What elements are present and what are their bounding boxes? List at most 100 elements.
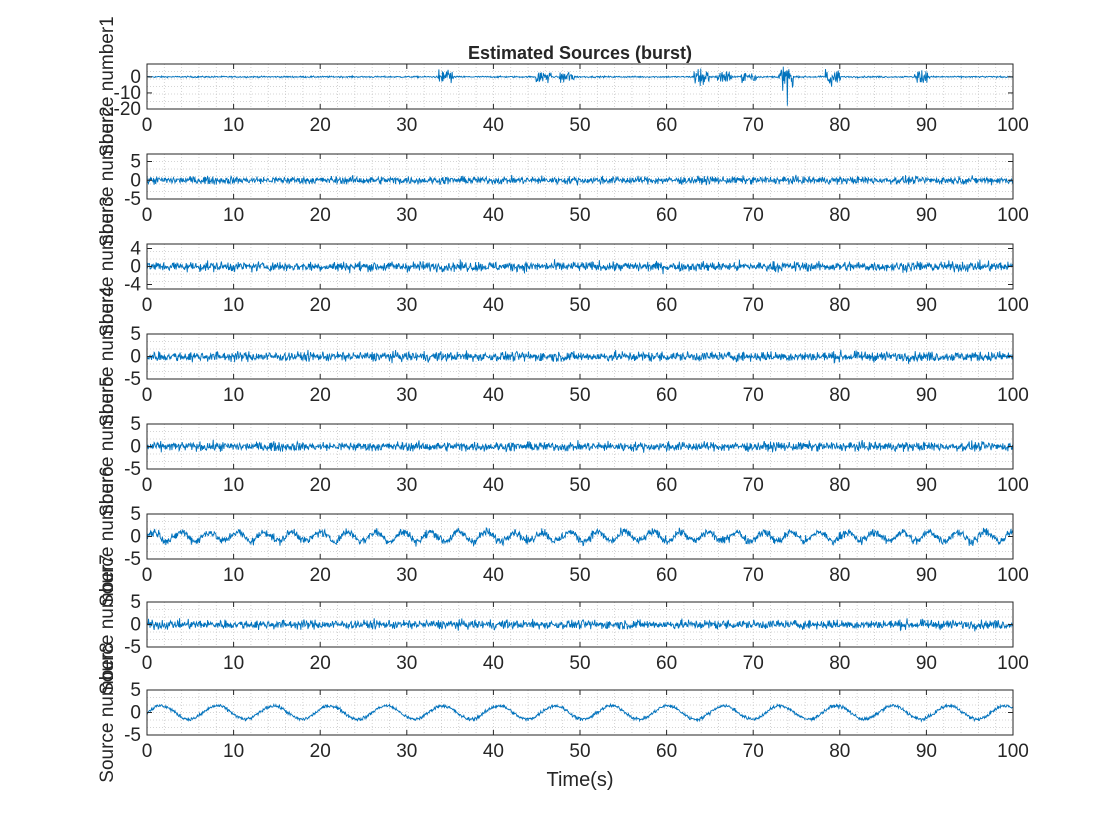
x-tick-label: 30: [396, 385, 417, 406]
y-tick-label: -5: [124, 637, 141, 658]
chart-title: Estimated Sources (burst): [468, 43, 692, 63]
x-tick-label: 10: [223, 115, 244, 136]
y-tick-label: 5: [130, 680, 141, 701]
x-tick-label: 50: [569, 295, 590, 316]
x-tick-label: 40: [483, 653, 504, 674]
y-tick-label: 0: [130, 67, 141, 88]
x-tick-label: 100: [997, 385, 1029, 406]
x-tick-label: 0: [142, 741, 153, 762]
x-tick-label: 70: [743, 565, 764, 586]
y-tick-label: 4: [130, 239, 141, 260]
signal-line: [146, 618, 1014, 632]
y-tick-label: 0: [130, 347, 141, 368]
y-tick-label: -5: [124, 459, 141, 480]
x-tick-label: 40: [483, 565, 504, 586]
x-tick-label: 80: [829, 295, 850, 316]
x-tick-label: 60: [656, 385, 677, 406]
x-tick-label: 90: [916, 653, 937, 674]
x-tick-label: 50: [569, 115, 590, 136]
x-tick-label: 20: [310, 205, 331, 226]
x-tick-label: 80: [829, 205, 850, 226]
x-tick-label: 0: [142, 653, 153, 674]
signal-line: [146, 527, 1014, 548]
x-tick-label: 10: [223, 475, 244, 496]
y-tick-label: -5: [124, 549, 141, 570]
x-tick-label: 0: [142, 475, 153, 496]
x-tick-label: 50: [569, 205, 590, 226]
y-tick-label: 5: [130, 324, 141, 345]
y-tick-label: 5: [130, 592, 141, 613]
x-tick-label: 90: [916, 115, 937, 136]
y-tick-label: 0: [130, 257, 141, 278]
x-tick-label: 20: [310, 741, 331, 762]
x-tick-label: 50: [569, 385, 590, 406]
x-tick-label: 30: [396, 653, 417, 674]
y-axis-label: Source number8: [97, 642, 118, 782]
x-tick-label: 50: [569, 475, 590, 496]
x-tick-label: 60: [656, 475, 677, 496]
x-tick-label: 40: [483, 295, 504, 316]
x-tick-label: 70: [743, 115, 764, 136]
signal-line: [146, 174, 1014, 186]
x-tick-label: 30: [396, 475, 417, 496]
x-tick-label: 50: [569, 653, 590, 674]
x-tick-label: 70: [743, 475, 764, 496]
x-tick-label: 70: [743, 295, 764, 316]
x-tick-label: 70: [743, 385, 764, 406]
signal-line: [146, 66, 1014, 106]
y-tick-label: -5: [124, 369, 141, 390]
x-tick-label: 90: [916, 295, 937, 316]
y-tick-label: 0: [130, 703, 141, 724]
y-axis-label: Source number2: [97, 106, 118, 246]
x-tick-label: 100: [997, 115, 1029, 136]
x-tick-label: 40: [483, 385, 504, 406]
x-tick-label: 100: [997, 475, 1029, 496]
x-tick-label: 80: [829, 653, 850, 674]
x-tick-label: 0: [142, 565, 153, 586]
x-tick-label: 80: [829, 565, 850, 586]
x-tick-label: 10: [223, 295, 244, 316]
x-tick-label: 10: [223, 385, 244, 406]
y-axis-label: Source number1: [97, 16, 118, 156]
y-tick-label: 0: [130, 170, 141, 191]
x-tick-label: 20: [310, 115, 331, 136]
x-tick-label: 20: [310, 653, 331, 674]
x-tick-label: 100: [997, 653, 1029, 674]
y-tick-label: 0: [130, 615, 141, 636]
signal-line: [146, 439, 1014, 453]
x-tick-label: 10: [223, 205, 244, 226]
y-tick-label: 5: [130, 414, 141, 435]
x-tick-label: 30: [396, 115, 417, 136]
signal-line: [146, 702, 1014, 723]
x-tick-label: 40: [483, 115, 504, 136]
x-tick-label: 20: [310, 385, 331, 406]
y-tick-label: -20: [114, 99, 141, 120]
x-tick-label: 60: [656, 295, 677, 316]
x-tick-label: 90: [916, 205, 937, 226]
x-tick-label: 70: [743, 653, 764, 674]
y-axis-label: Source number3: [97, 196, 118, 336]
x-tick-label: 0: [142, 385, 153, 406]
x-tick-label: 40: [483, 741, 504, 762]
x-tick-label: 60: [656, 653, 677, 674]
x-tick-label: 90: [916, 565, 937, 586]
y-tick-label: 0: [130, 527, 141, 548]
x-tick-label: 70: [743, 205, 764, 226]
x-tick-label: 80: [829, 475, 850, 496]
x-tick-label: 0: [142, 115, 153, 136]
x-tick-label: 30: [396, 205, 417, 226]
y-tick-label: -5: [124, 189, 141, 210]
y-axis-label: Source number7: [97, 554, 118, 694]
x-tick-label: 30: [396, 565, 417, 586]
x-tick-label: 40: [483, 475, 504, 496]
x-tick-label: 80: [829, 385, 850, 406]
subplot-1: 0 10 20 30 40 50 60 70 80 90 100 -20-100 Source numb…: [97, 16, 1029, 156]
signal-line: [146, 349, 1014, 364]
